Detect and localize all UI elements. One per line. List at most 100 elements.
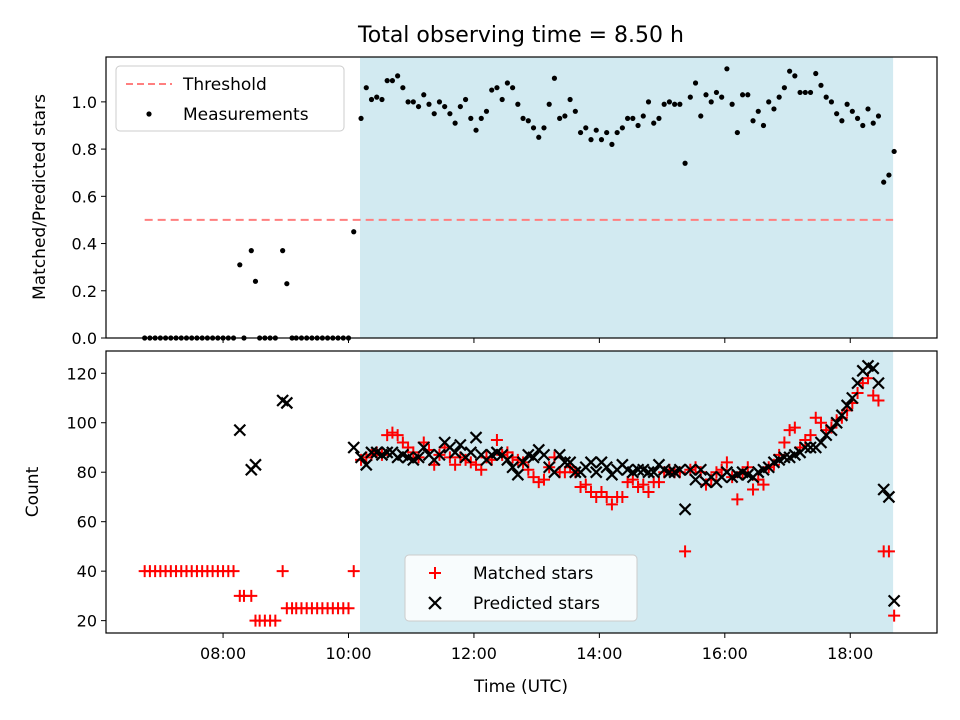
measurement-point (551, 75, 558, 81)
matched-star-marker (888, 609, 901, 622)
measurement-point (886, 172, 892, 178)
measurement-point (677, 101, 683, 107)
matched-star-marker (720, 456, 733, 469)
matched-star-marker (872, 394, 885, 407)
measurement-point (651, 120, 657, 126)
bottom-y-tick-label: 40 (77, 562, 97, 581)
measurement-point (771, 106, 777, 112)
x-tick-label: 16:00 (702, 644, 748, 663)
matched-star-marker (386, 426, 399, 439)
predicted-star-marker (840, 399, 854, 412)
measurements-legend-label: Measurements (183, 105, 309, 125)
bottom-legend-frame (404, 554, 638, 622)
matched-legend-swatch (429, 567, 441, 579)
measurement-point (421, 92, 427, 98)
predicted-star-marker (511, 468, 525, 481)
measurement-point (823, 94, 829, 100)
measurement-point (661, 101, 667, 107)
measurement-point (734, 129, 740, 136)
predicted-star-marker (501, 453, 514, 467)
top-y-axis: 0.0 0.2 0.4 0.6 0.8 1.0 (72, 93, 106, 348)
measurement-point (351, 229, 357, 235)
top-plot-frame (105, 56, 938, 339)
measurement-point (609, 141, 615, 147)
predicted-star-marker (663, 465, 676, 479)
predicted-star-marker (365, 446, 378, 459)
measurement-point (593, 127, 599, 133)
measurement-point (284, 281, 290, 287)
measurement-point (750, 118, 756, 124)
measurement-point (374, 94, 380, 100)
predicted-star-marker (589, 465, 603, 479)
x-tick-label: 12:00 (451, 644, 497, 663)
predicted-star-marker (689, 473, 702, 486)
measurement-point (583, 125, 589, 131)
bottom-x-axis: 08:00 10:00 12:00 14:00 16:00 18:00 (200, 633, 873, 663)
x-axis-label: Time (UTC) (473, 677, 568, 697)
matched-star-marker (747, 483, 760, 496)
bottom-plot-frame (105, 350, 938, 634)
measurement-point (510, 85, 516, 91)
matched-star-marker (227, 565, 240, 578)
bottom-y-axis-label: Count (23, 466, 43, 517)
measurement-point (755, 108, 761, 114)
predicted-star-marker (866, 362, 880, 375)
predicted-star-marker (684, 463, 697, 477)
predicted-star-marker (814, 436, 828, 449)
measurement-point (452, 120, 458, 126)
matched-star-marker (814, 416, 827, 429)
predicted-star-marker (359, 458, 373, 472)
matched-star-marker (522, 463, 535, 476)
measurement-point (875, 113, 882, 119)
predicted-legend-label: Predicted stars (473, 594, 600, 614)
measurement-point (562, 113, 568, 119)
measurement-point (530, 125, 537, 131)
measurement-point (379, 96, 385, 103)
measurement-point (844, 101, 850, 107)
predicted-star-marker (877, 483, 890, 496)
matched-star-marker (276, 565, 289, 578)
predicted-star-marker (454, 438, 467, 452)
measurement-point (760, 122, 767, 129)
measurement-point (577, 129, 584, 136)
measurement-point (389, 78, 396, 84)
measurement-point (520, 115, 526, 121)
predicted-star-marker (569, 465, 582, 479)
predicted-star-marker (584, 456, 598, 469)
measurement-point (436, 99, 443, 105)
measurement-point (797, 89, 803, 96)
predicted-star-marker (778, 451, 791, 464)
matched-star-marker (490, 434, 503, 447)
measurement-point (515, 101, 521, 107)
measurement-point (703, 92, 709, 98)
measurement-point (865, 106, 871, 112)
predicted-star-marker (882, 490, 896, 504)
matched-star-marker (605, 498, 618, 511)
matched-star-marker (537, 473, 550, 486)
measurement-point (739, 92, 746, 98)
measurement-point (834, 111, 840, 117)
measurement-point (792, 73, 798, 79)
measurement-point (719, 94, 725, 100)
predicted-star-marker (642, 465, 655, 479)
predicted-star-marker (448, 446, 462, 459)
matched-star-marker (783, 424, 796, 437)
matched-star-marker (642, 486, 655, 498)
top-legend-frame (115, 65, 345, 132)
measurement-point (504, 80, 510, 86)
chart-title: Total observing time = 8.50 h (357, 23, 684, 48)
predicted-star-marker (872, 376, 885, 390)
measurement-point (462, 96, 469, 103)
measurement-point (630, 115, 636, 121)
matched-star-marker (778, 436, 791, 449)
matched-star-marker (391, 429, 404, 442)
measurement-point (776, 94, 782, 100)
measurement-point (860, 122, 866, 129)
measurement-point (499, 96, 505, 103)
matched-star-marker (804, 429, 817, 442)
measurement-point (447, 111, 453, 117)
top-y-tick-label: 0.6 (72, 187, 97, 206)
measurement-point (849, 108, 855, 114)
top-y-tick-label: 0.4 (72, 235, 97, 254)
top-legend: Threshold Measurements (115, 65, 345, 132)
